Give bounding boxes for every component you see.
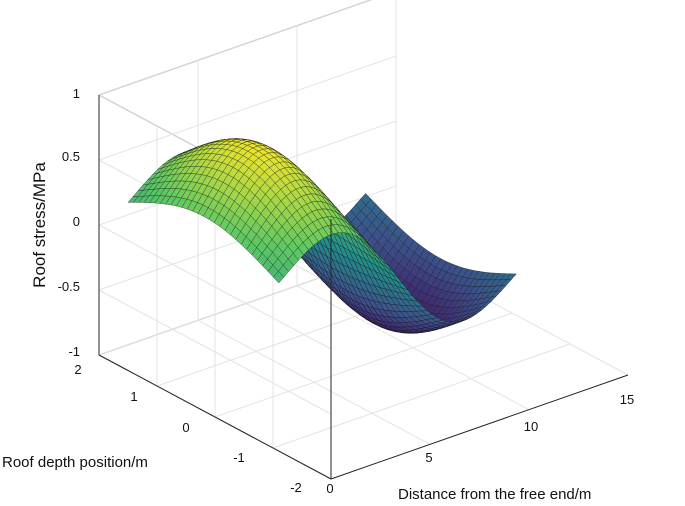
z-tick-label: 0 (73, 214, 80, 229)
axes-box-front (98, 95, 629, 480)
y-axis-label: Roof depth position/m (2, 454, 148, 471)
y-tick-label: 2 (74, 362, 81, 377)
y-tick-labels: -2 -1 0 1 2 (74, 362, 301, 495)
x-axis-label: Distance from the free end/m (398, 486, 591, 503)
grid-line (214, 312, 513, 418)
surface-cell (505, 273, 517, 280)
x-tick-label: 10 (524, 419, 538, 434)
stress-surface (127, 138, 517, 334)
z-tick-label: -0.5 (58, 279, 80, 294)
y-tick-label: -1 (233, 450, 245, 465)
z-axis-label: Roof stress/MPa (30, 162, 49, 288)
y-axis-line (98, 354, 332, 480)
z-tick-labels: -1 -0.5 0 0.5 1 (58, 86, 80, 359)
x-tick-label: 0 (326, 481, 333, 496)
z-tick-label: -1 (68, 344, 80, 359)
grid-line (98, 224, 332, 350)
grid-line (98, 55, 397, 161)
x-tick-label: 15 (620, 392, 634, 407)
z-tick-label: 0.5 (62, 149, 80, 164)
y-tick-label: 0 (182, 420, 189, 435)
grid-line (272, 343, 571, 449)
grid-line (98, 0, 372, 96)
x-tick-labels: 0 5 10 15 (326, 392, 634, 496)
y-tick-label: 1 (130, 389, 137, 404)
x-tick-label: 5 (425, 450, 432, 465)
y-tick-label: -2 (290, 480, 302, 495)
x-axis-line (330, 374, 629, 480)
grid-line (98, 289, 332, 415)
z-tick-label: 1 (73, 86, 80, 101)
